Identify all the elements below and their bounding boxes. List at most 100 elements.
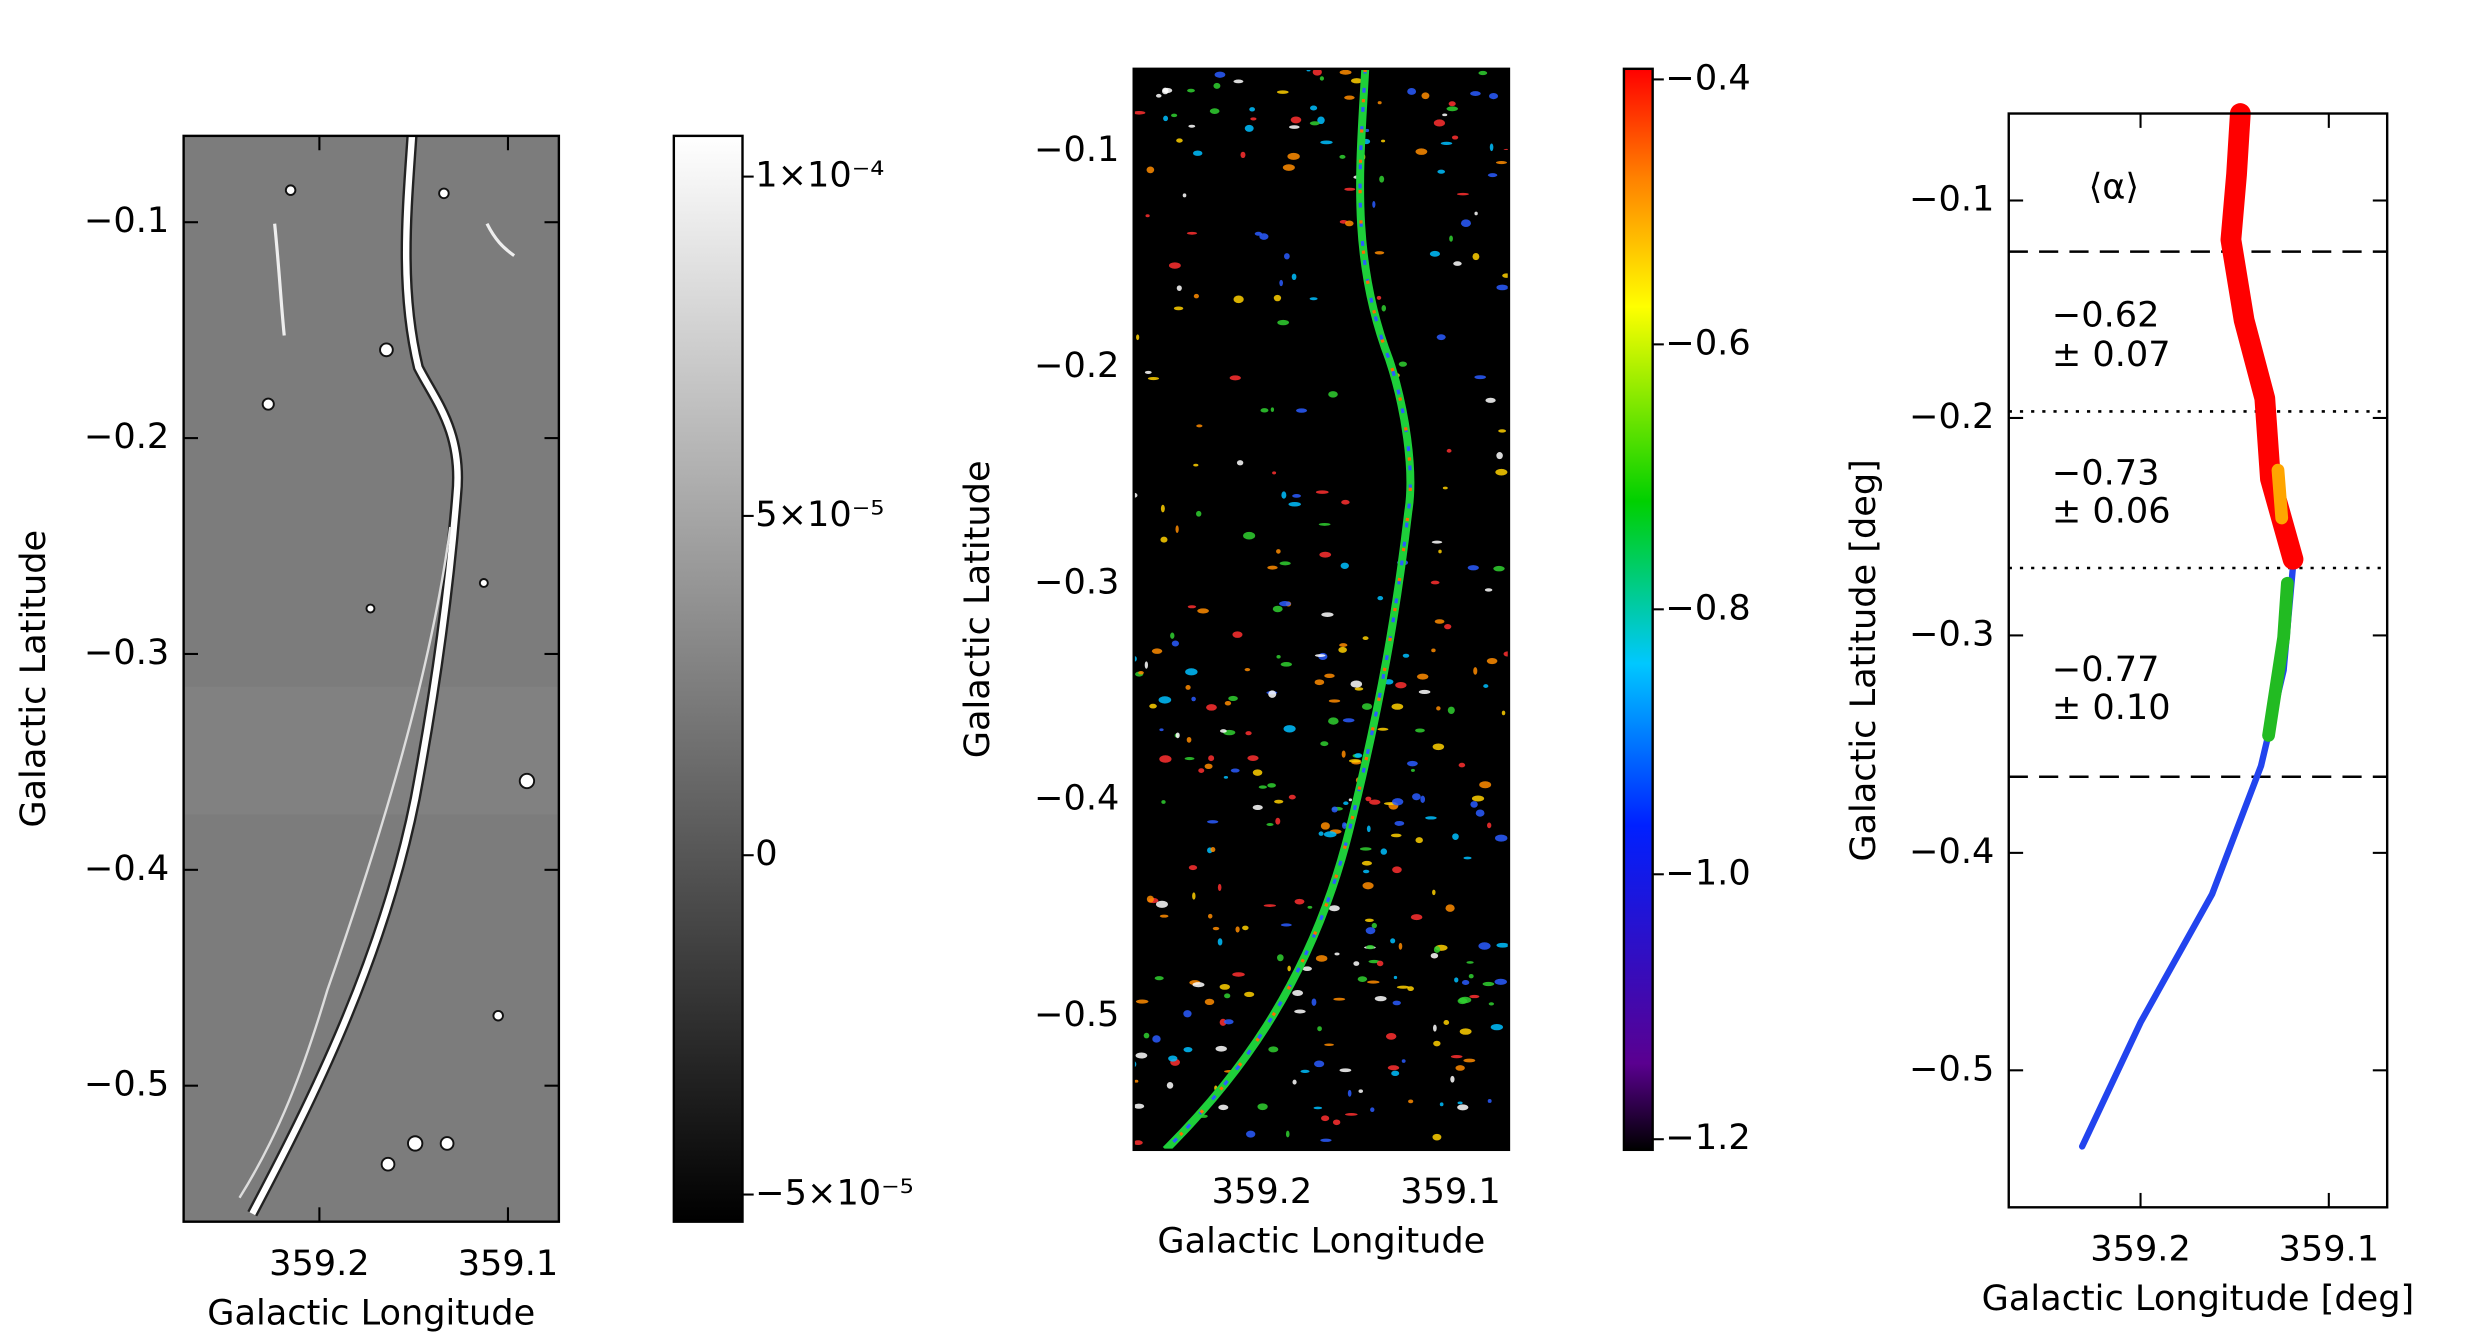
speckle (1415, 837, 1423, 844)
speckle (1197, 608, 1209, 614)
speckle (1160, 504, 1165, 513)
speckle (1364, 128, 1370, 133)
speckle (1320, 140, 1333, 145)
speckle (1418, 689, 1431, 695)
speckle (1324, 673, 1335, 679)
speckle (1354, 753, 1363, 758)
speckle (1260, 408, 1269, 413)
speckle (1430, 952, 1439, 959)
x-tick-label: 359.1 (458, 1243, 559, 1284)
speckle (1193, 293, 1199, 299)
speckle (1270, 407, 1275, 412)
speckle (1207, 820, 1219, 824)
x-tick-label: 359.1 (1400, 1171, 1501, 1212)
speckle (1484, 588, 1493, 592)
speckle (1166, 1081, 1174, 1089)
speckle (1154, 976, 1164, 981)
speckle (1275, 817, 1281, 825)
speckle (1188, 124, 1196, 128)
speckle (1487, 1099, 1492, 1103)
speckle (1452, 833, 1459, 841)
speckle (1192, 892, 1196, 900)
speckle (1493, 565, 1505, 572)
speckle (1228, 695, 1238, 701)
speckle (1344, 187, 1356, 191)
speckle (1445, 904, 1455, 912)
speckle (1232, 972, 1245, 977)
speckle (1479, 781, 1492, 789)
colorbar-tick-label: 0 (755, 833, 777, 874)
speckle (1291, 273, 1297, 281)
y-tick-label: −0.4 (84, 848, 169, 889)
speckle (1372, 200, 1376, 208)
speckle (1152, 1035, 1161, 1043)
speckle (1410, 914, 1423, 921)
source (380, 1156, 396, 1172)
speckle (1320, 1138, 1332, 1142)
speckle (1155, 93, 1162, 98)
speckle (1502, 273, 1509, 278)
source (379, 342, 394, 358)
speckle (1341, 822, 1347, 829)
y-tick-label: −0.5 (1034, 994, 1119, 1035)
y-axis-title: Galactic Latitude [deg] (1843, 459, 1884, 862)
source (261, 397, 275, 411)
speckle (1395, 681, 1407, 689)
speckle (1344, 1113, 1358, 1116)
speckle (1333, 997, 1346, 1001)
speckle (1440, 141, 1453, 146)
speckle (1134, 1079, 1139, 1083)
speckle (1279, 561, 1291, 566)
speckle (1366, 944, 1375, 950)
speckle (1456, 192, 1469, 196)
speckle (1235, 926, 1240, 933)
y-tick-label: −0.2 (1034, 345, 1119, 386)
speckle (1268, 690, 1277, 698)
image-background (183, 135, 559, 1222)
speckle (1276, 549, 1281, 554)
speckle (1390, 938, 1396, 944)
speckle (1288, 125, 1300, 129)
speckle (1183, 1010, 1192, 1018)
annotation: −0.77 (2052, 649, 2160, 690)
speckle (1446, 106, 1459, 112)
speckle (1242, 925, 1249, 931)
speckle (1281, 491, 1287, 499)
speckle (1392, 866, 1402, 874)
filament-minor (485, 222, 516, 257)
annotation: ± 0.07 (2052, 334, 2171, 375)
colorbar-tick-label: 5×10⁻⁵ (755, 494, 884, 535)
speckle (1454, 977, 1459, 983)
speckle (1485, 397, 1496, 403)
speckle (1357, 976, 1368, 982)
speckle (1338, 646, 1347, 653)
speckle (1317, 116, 1325, 125)
y-tick-label: −0.1 (1034, 129, 1119, 170)
speckle (1439, 1102, 1444, 1107)
y-tick-label: −0.1 (84, 200, 169, 241)
speckle (1444, 624, 1452, 630)
speckle (1135, 999, 1149, 1004)
speckle (1366, 825, 1371, 833)
speckle (1314, 1060, 1325, 1068)
speckle (1155, 900, 1168, 908)
speckle (1361, 860, 1372, 866)
speckle (1193, 150, 1203, 156)
speckle (1432, 743, 1445, 751)
speckle (1209, 108, 1220, 114)
speckle (1367, 980, 1380, 984)
speckle (1371, 922, 1377, 929)
image-panel-1 (183, 135, 559, 1222)
y-tick-label: −0.2 (84, 416, 169, 457)
speckle (1244, 124, 1254, 132)
speckle (1219, 984, 1230, 990)
speckle (1300, 1069, 1310, 1073)
speckle (1168, 262, 1181, 269)
speckle (1158, 696, 1172, 704)
speckle (1309, 121, 1320, 126)
speckle (1466, 961, 1474, 964)
speckle (1240, 151, 1246, 159)
speckle (1146, 166, 1155, 174)
speckle (1307, 905, 1313, 909)
